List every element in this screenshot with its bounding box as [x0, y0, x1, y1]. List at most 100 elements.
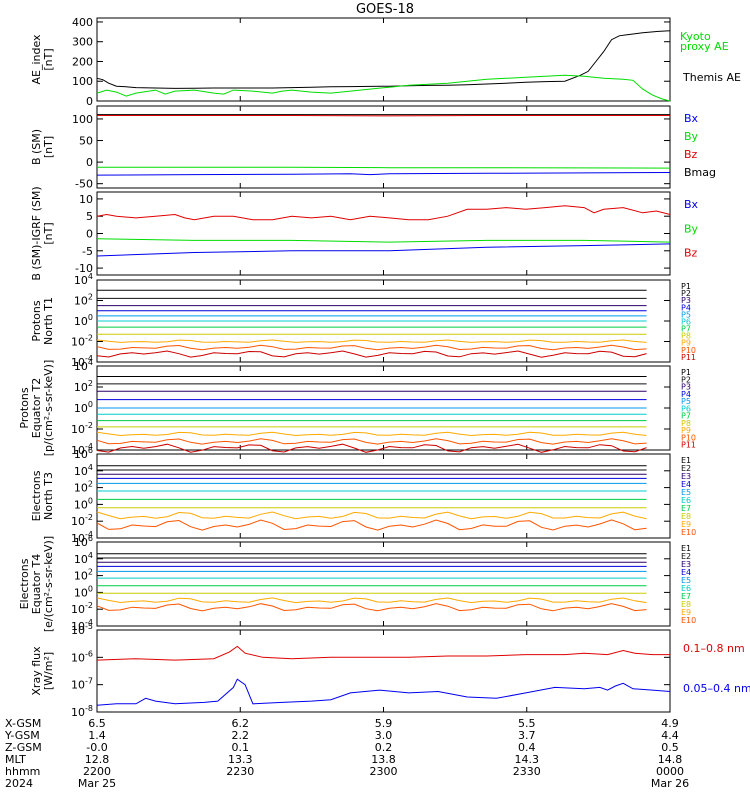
y-tick-label: 0: [86, 156, 93, 169]
y-axis-label-line: Equator T2: [30, 378, 43, 438]
y-tick-label: 5: [86, 210, 93, 223]
channel-label-e9: E9: [681, 608, 691, 617]
channel-label-e4: E4: [681, 480, 691, 489]
y-axis-label-line: Electrons: [18, 558, 31, 609]
x-axis-value: 0.5: [661, 741, 679, 754]
y-tick-exponent: -2: [85, 513, 93, 522]
panel-frame: [96, 105, 671, 189]
y-tick-label: 50: [79, 135, 93, 148]
y-axis-label-line: Equator T4: [30, 554, 43, 614]
series-bx: [96, 172, 671, 176]
y-tick-label: 100: [74, 584, 93, 599]
panel-bsm: -50 0 50 100 B (SM)[nT] Bx By Bz Bmag: [30, 105, 716, 191]
x-axis-value: 0000: [656, 765, 684, 778]
y-tick-exponent: -4: [85, 618, 93, 627]
chart-title: GOES-18: [356, 2, 414, 17]
x-axis-value: 4.9: [661, 717, 679, 730]
channel-label-p11: P11: [681, 441, 696, 450]
panel-frame: [96, 541, 671, 627]
legend-item: 0.05–0.4 nm: [683, 682, 750, 695]
y-tick-label: 102: [74, 379, 93, 394]
legend-item: 0.1–0.8 nm: [683, 642, 745, 655]
x-axis-value: -0.0: [86, 741, 107, 754]
y-tick-label: 400: [72, 16, 93, 29]
y-tick-label: 10-2: [71, 421, 93, 436]
series-kyoto-proxy-ae: [96, 74, 671, 102]
y-tick-label: 10-2: [71, 601, 93, 616]
x-axis-value: 4.4: [661, 729, 679, 742]
y-tick-label: 102: [74, 293, 93, 308]
y-tick-label: 104: [74, 463, 93, 478]
channel-p11: [96, 350, 647, 358]
y-axis-label: AE_index[nT]: [30, 34, 55, 85]
panel-frame: [96, 453, 671, 539]
y-axis-label-line: [nT]: [42, 48, 55, 70]
x-axis-row-label: MLT: [5, 753, 26, 766]
y-tick-label: 106: [74, 534, 93, 549]
channel-label-p1: P1: [681, 282, 691, 291]
channel-label-e3: E3: [681, 560, 691, 569]
x-axis-value: Mar 25: [78, 777, 116, 790]
y-tick-exponent: 2: [88, 293, 93, 302]
x-axis-row-label: 2024: [5, 777, 33, 790]
x-axis-value: 2330: [513, 765, 541, 778]
x-axis-value: 2300: [370, 765, 398, 778]
y-axis-label-line: North T1: [42, 297, 55, 345]
channel-label-e2: E2: [681, 464, 691, 473]
y-tick-exponent: 4: [88, 272, 93, 281]
y-axis-label: ProtonsNorth T1: [30, 297, 55, 345]
y-tick-label: 200: [72, 55, 93, 68]
y-tick-exponent: 2: [88, 480, 93, 489]
x-axis-value: 1.4: [88, 729, 106, 742]
y-tick-label: 10-6: [71, 649, 93, 664]
x-axis-value: 14.8: [658, 753, 683, 766]
channel-p9: [96, 431, 647, 437]
y-tick-exponent: 0: [88, 496, 93, 505]
y-tick-label: 102: [74, 568, 93, 583]
y-tick-exponent: 4: [88, 551, 93, 560]
x-axis-value: 5.5: [518, 717, 536, 730]
channel-label-e9: E9: [681, 520, 691, 529]
y-tick-label: 100: [74, 313, 93, 328]
y-tick-exponent: -2: [85, 421, 93, 430]
y-axis-label-line: [nT]: [42, 136, 55, 158]
channel-label-p8: P8: [681, 419, 691, 428]
x-axis-value: 3.0: [375, 729, 393, 742]
y-axis-label: ProtonsEquator T2[p/(cm²-s-sr-keV)]: [18, 360, 55, 457]
y-axis-label: B (SM)-IGRF (SM)[nT]: [30, 186, 55, 280]
y-tick-exponent: 2: [88, 568, 93, 577]
channel-label-e2: E2: [681, 552, 691, 561]
series-0-05-0-4-nm: [96, 678, 671, 706]
y-tick-label: -10: [75, 262, 93, 275]
channel-label-e8: E8: [681, 600, 691, 609]
y-tick-label: 10-2: [71, 513, 93, 528]
channel-p10: [96, 344, 647, 351]
x-axis-table: X-GSM 6.5 6.2 5.9 5.5 4.9 Y-GSM 1.4 2.2 3.0 3.7 4.4…: [4, 717, 689, 790]
channel-label-e6: E6: [681, 584, 691, 593]
y-axis-label-line: Xray flux: [30, 646, 43, 696]
legend-item: Kyoto: [680, 30, 711, 43]
y-axis-label-line: Protons: [18, 387, 31, 428]
legend-item: Themis AE: [682, 71, 741, 84]
channel-label-p7: P7: [681, 412, 691, 421]
channel-label-e3: E3: [681, 472, 691, 481]
x-axis-value: 5.9: [375, 717, 393, 730]
y-tick-label: 102: [74, 480, 93, 495]
legend-item: By: [684, 222, 699, 235]
channel-label-p11: P11: [681, 353, 696, 362]
legend-item: Bz: [684, 247, 698, 260]
y-axis-label-line: AE_index: [30, 34, 43, 85]
legend-item: Bx: [684, 198, 699, 211]
y-axis-label-line: [nT]: [42, 222, 55, 244]
y-axis-label-line: B (SM): [30, 129, 43, 165]
x-axis-value: 0.2: [375, 741, 393, 754]
x-axis-value: 2230: [226, 765, 254, 778]
y-axis-label: Xray flux[W/m²]: [30, 646, 55, 696]
panel-frame: [96, 629, 671, 713]
y-tick-label: -50: [75, 178, 93, 191]
